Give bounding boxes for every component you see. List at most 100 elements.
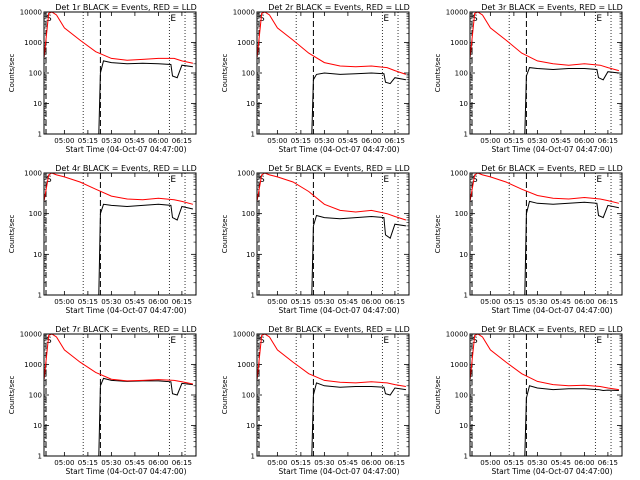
x-tick-label: 05:45: [338, 137, 358, 145]
y-tick-label: 100: [242, 392, 255, 400]
y-tick-label: 1000: [237, 170, 255, 178]
plot-frame: [469, 333, 623, 457]
y-tick-label: 10: [459, 422, 468, 430]
x-tick-label: 06:15: [598, 298, 618, 306]
x-tick-label: 05:30: [527, 298, 547, 306]
annotation-start: S: [46, 336, 52, 346]
y-tick-label: 100: [455, 392, 468, 400]
y-tick-label: 10: [246, 422, 255, 430]
plot-frame: [43, 333, 197, 457]
annotation-start: S: [472, 175, 478, 185]
chart-title: Det 5r BLACK = Events, RED = LLD: [268, 164, 410, 173]
x-tick-label: 05:00: [54, 298, 74, 306]
y-tick-label: 10000: [233, 331, 255, 339]
y-tick-label: 1000: [24, 361, 42, 369]
x-tick-label: 06:00: [148, 459, 168, 467]
chart-title: Det 8r BLACK = Events, RED = LLD: [268, 325, 410, 334]
plot-frame: [256, 333, 410, 457]
y-tick-label: 1000: [450, 39, 468, 47]
x-tick-label: 06:00: [574, 298, 594, 306]
x-tick-label: 05:15: [78, 298, 98, 306]
chart-panel-2: Det 2r BLACK = Events, RED = LLD Counts/s…: [221, 3, 410, 154]
x-axis-label: Start Time (04-Oct-07 04:47:00): [65, 145, 186, 154]
x-tick-label: 05:15: [291, 137, 311, 145]
plot-frame: [256, 11, 410, 135]
events-series-line: [44, 203, 194, 296]
x-tick-label: 06:00: [148, 298, 168, 306]
y-tick-label: 1: [464, 292, 468, 300]
x-tick-label: 05:30: [314, 298, 334, 306]
x-tick-label: 06:00: [361, 459, 381, 467]
events-series-line: [470, 385, 619, 457]
y-axis-label: Counts/sec: [221, 376, 229, 415]
events-series-line: [257, 214, 406, 296]
x-axis-label: Start Time (04-Oct-07 04:47:00): [278, 145, 399, 154]
x-tick-label: 06:15: [598, 137, 618, 145]
x-tick-label: 06:15: [598, 459, 618, 467]
y-tick-label: 10000: [20, 331, 42, 339]
x-tick-label: 05:00: [480, 298, 500, 306]
y-tick-label: 100: [29, 392, 42, 400]
chart-panel-6: Det 6r BLACK = Events, RED = LLD Counts/s…: [434, 164, 623, 315]
x-tick-label: 05:30: [101, 298, 121, 306]
events-series-line: [257, 382, 406, 457]
events-series-line: [470, 67, 619, 135]
chart-panel-1: Det 1r BLACK = Events, RED = LLD Counts/s…: [8, 3, 197, 154]
x-axis-label: Start Time (04-Oct-07 04:47:00): [491, 145, 612, 154]
events-series-line: [44, 377, 193, 457]
y-tick-label: 10000: [233, 9, 255, 17]
annotation-end: E: [383, 175, 389, 185]
annotation-end: E: [383, 14, 389, 24]
chart-panel-8: Det 8r BLACK = Events, RED = LLD Counts/s…: [221, 325, 410, 476]
y-tick-label: 1: [38, 292, 42, 300]
x-tick-label: 05:45: [125, 459, 145, 467]
x-axis-label: Start Time (04-Oct-07 04:47:00): [65, 467, 186, 476]
chart-title: Det 1r BLACK = Events, RED = LLD: [55, 3, 197, 12]
annotation-start: S: [472, 336, 478, 346]
y-axis-label: Counts/sec: [434, 54, 442, 93]
y-tick-label: 10: [459, 251, 468, 259]
annotation-end: E: [383, 336, 389, 346]
x-tick-label: 06:15: [385, 298, 405, 306]
x-tick-label: 05:45: [551, 459, 571, 467]
plot-frame: [43, 172, 197, 296]
x-tick-label: 05:15: [291, 459, 311, 467]
x-tick-label: 05:15: [78, 459, 98, 467]
annotation-end: E: [170, 175, 176, 185]
x-tick-label: 05:00: [480, 137, 500, 145]
x-axis-label: Start Time (04-Oct-07 04:47:00): [278, 467, 399, 476]
annotation-end: E: [170, 336, 176, 346]
y-tick-label: 1000: [450, 170, 468, 178]
annotation-start: S: [46, 14, 52, 24]
y-tick-label: 1000: [237, 361, 255, 369]
chart-panel-4: Det 4r BLACK = Events, RED = LLD Counts/s…: [8, 164, 197, 315]
annotation-start: S: [472, 14, 478, 24]
x-tick-label: 05:00: [267, 459, 287, 467]
events-series-line: [44, 60, 193, 135]
chart-title: Det 9r BLACK = Events, RED = LLD: [481, 325, 623, 334]
y-axis-label: Counts/sec: [8, 54, 16, 93]
y-tick-label: 1: [464, 131, 468, 139]
annotation-end: E: [596, 14, 602, 24]
x-tick-label: 05:15: [291, 298, 311, 306]
x-tick-label: 06:15: [172, 137, 192, 145]
chart-panel-7: Det 7r BLACK = Events, RED = LLD Counts/s…: [8, 325, 197, 476]
x-tick-label: 05:45: [338, 459, 358, 467]
x-tick-label: 05:15: [504, 137, 524, 145]
plot-frame: [469, 11, 623, 135]
y-axis-label: Counts/sec: [8, 376, 16, 415]
y-tick-label: 1: [38, 453, 42, 461]
y-tick-label: 1000: [237, 39, 255, 47]
x-axis-label: Start Time (04-Oct-07 04:47:00): [491, 467, 612, 476]
y-tick-label: 100: [29, 70, 42, 78]
y-tick-label: 100: [29, 210, 42, 218]
annotation-start: S: [259, 336, 265, 346]
x-tick-label: 05:15: [504, 459, 524, 467]
y-tick-label: 10: [33, 100, 42, 108]
y-tick-label: 10: [246, 100, 255, 108]
x-tick-label: 06:15: [385, 459, 405, 467]
y-tick-label: 1: [251, 292, 255, 300]
x-tick-label: 05:45: [551, 137, 571, 145]
annotation-end: E: [170, 14, 176, 24]
x-tick-label: 05:30: [101, 137, 121, 145]
